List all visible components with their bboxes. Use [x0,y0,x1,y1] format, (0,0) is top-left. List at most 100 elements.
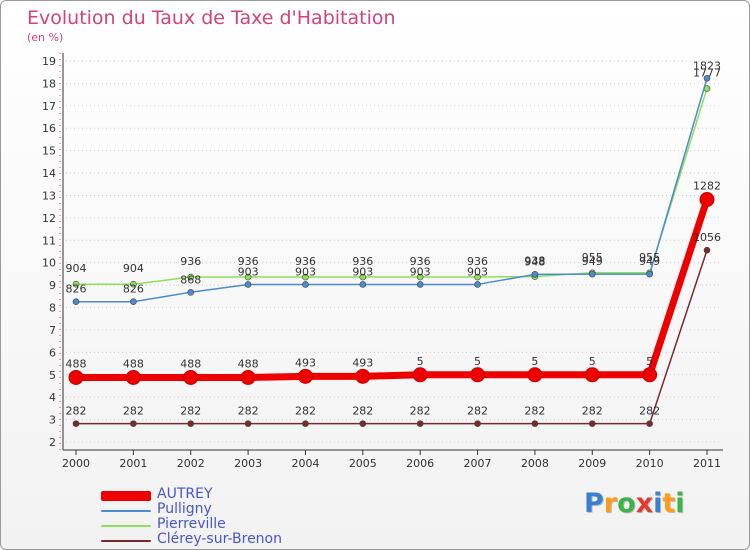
data-point [588,420,596,427]
data-point [297,368,313,384]
data-label: 282 [467,405,488,418]
data-label: 493 [352,356,373,369]
data-point [130,420,137,427]
legend-swatch [101,525,151,527]
data-label: 903 [410,265,431,278]
data-point [699,192,715,208]
data-label: 904 [66,262,87,275]
data-point [125,369,141,385]
data-label: 282 [582,405,603,418]
data-label: 826 [66,283,87,296]
data-point [130,280,137,288]
series-line-0 [76,198,711,381]
data-point [302,420,309,427]
x-tick-label: 2002 [177,457,205,470]
chart-title: Evolution du Taux de Taxe d'Habitation [27,7,396,29]
data-label: 1282 [693,180,721,193]
data-label: 282 [295,405,316,418]
y-tick-label: 12 [42,212,56,225]
series-line-1 [76,78,708,303]
data-label: 949 [582,255,603,268]
data-point [588,270,596,278]
y-tick-label: 6 [49,346,56,359]
data-label: 903 [295,265,316,278]
data-label: 936 [238,255,259,268]
y-tick-label: 10 [42,257,56,270]
data-point [130,298,137,306]
data-label: 948 [524,255,545,268]
data-label: 282 [123,405,144,418]
y-tick-label: 16 [42,122,56,135]
data-point [187,273,195,281]
data-label: 868 [180,273,201,286]
series-line-3 [76,249,708,425]
data-point [68,369,84,385]
y-tick-label: 19 [42,55,56,68]
legend-label: Pierreville [157,516,226,532]
logo-letter: t [662,488,676,519]
data-label: 282 [410,405,431,418]
data-label: 282 [180,405,201,418]
x-tick-label: 2001 [119,457,147,470]
data-label: 1823 [693,59,721,72]
data-point [584,367,600,383]
data-label: 936 [352,255,373,268]
data-point [470,367,486,383]
data-label: 282 [66,405,87,418]
x-tick-label: 2000 [62,457,90,470]
data-label: 282 [352,405,373,418]
y-tick-label: 15 [42,145,56,158]
data-label: 1777 [693,67,721,80]
data-point [474,420,481,427]
data-point [72,280,80,288]
data-point [72,298,80,306]
x-tick-label: 2008 [521,457,549,470]
data-point [302,281,309,288]
logo-letter: i [653,488,663,519]
logo-letter: x [635,488,654,519]
y-tick-label: 14 [42,167,56,180]
data-point [646,270,653,278]
data-label: 936 [410,255,431,268]
data-label: 488 [238,357,259,370]
legend-label: Pulligny [157,501,212,517]
data-point [187,420,195,427]
logo-letter: P [584,488,604,519]
data-label: 488 [123,357,144,370]
x-tick-label: 2011 [693,457,721,470]
data-point [642,367,658,383]
chart-subtitle: (en %) [27,31,64,44]
proxiti-logo: Proxiti [584,488,685,519]
data-point [416,273,424,281]
y-tick-label: 9 [49,279,56,292]
data-point [355,368,371,384]
legend-swatch [101,540,151,542]
data-point [244,281,252,288]
legend-label: Clérey-sur-Brenon [157,531,282,547]
data-point [183,369,199,385]
data-point [302,273,309,281]
data-label: 282 [238,405,259,418]
x-tick-label: 2007 [464,457,492,470]
data-point [646,420,653,427]
y-tick-label: 7 [49,324,56,337]
data-label: 488 [66,357,87,370]
y-tick-label: 13 [42,189,56,202]
data-label: 936 [295,255,316,268]
legend-label: AUTREY [157,486,213,502]
data-point [527,367,543,383]
data-point [412,367,428,383]
data-label: 903 [238,265,259,278]
x-tick-label: 2004 [291,457,319,470]
data-point [474,281,481,288]
data-label: 955 [582,251,603,264]
data-point [359,420,367,427]
data-label: 488 [180,357,201,370]
y-tick-label: 17 [42,100,56,113]
data-point [359,273,367,281]
data-point [416,420,424,427]
x-tick-label: 2005 [349,457,377,470]
y-tick-label: 5 [49,369,56,382]
